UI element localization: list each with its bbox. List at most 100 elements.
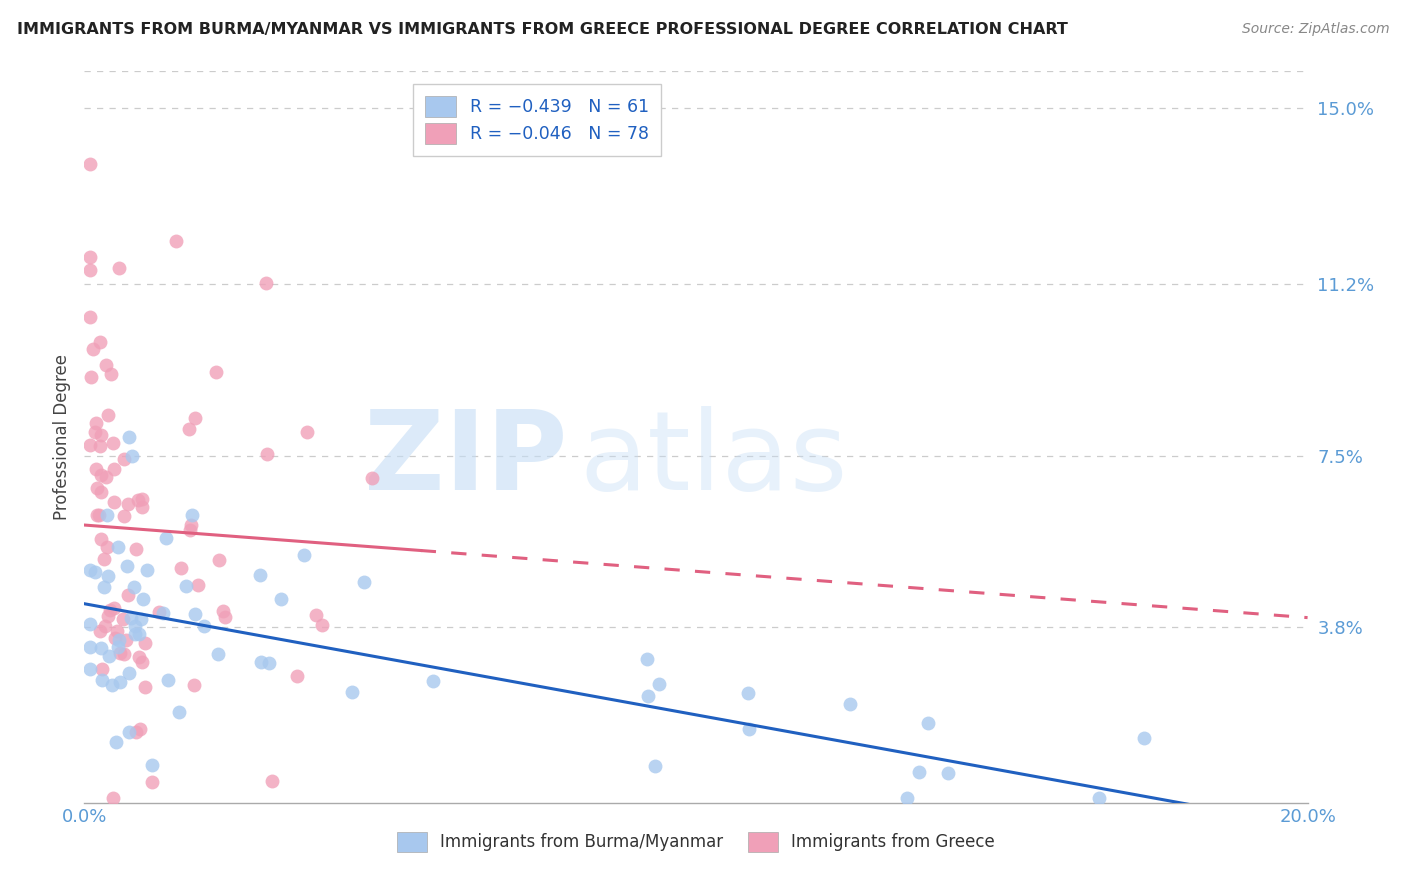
Point [131,500,153,515]
Point [87,508,110,523]
Point [170,561,193,575]
Point [93,619,115,633]
Point [115,632,138,647]
Point [103,601,125,615]
Point [90,467,112,482]
Point [257,657,280,671]
Point [117,498,139,512]
Point [644,759,666,773]
Point [131,655,153,669]
Point [167,705,190,719]
Point [79,250,101,264]
Point [80,370,103,384]
Point [285,669,308,683]
Point [107,632,129,647]
Point [124,619,146,633]
Point [101,435,124,450]
Point [254,276,277,290]
Point [90,532,112,546]
Point [207,647,229,661]
Point [100,367,122,381]
Point [103,495,125,509]
Point [115,558,138,573]
Point [104,631,127,645]
Point [208,552,231,566]
Point [148,605,170,619]
Point [79,640,101,655]
Point [183,678,205,692]
Point [211,604,233,618]
Point [260,774,283,789]
Point [738,722,761,736]
Point [89,439,111,453]
Point [184,410,207,425]
Point [294,548,316,562]
Point [79,157,101,171]
Point [214,610,236,624]
Point [184,607,207,622]
Point [361,471,384,485]
Point [120,611,142,625]
Point [249,655,271,669]
Point [121,449,143,463]
Point [79,563,101,577]
Point [97,569,120,583]
Point [117,665,139,680]
Point [124,627,146,641]
Point [907,765,929,780]
Point [108,674,131,689]
Text: ZIP: ZIP [364,406,568,513]
Point [141,757,163,772]
Point [96,469,118,483]
Point [165,235,187,249]
Point [311,618,333,632]
Point [86,481,108,495]
Text: Source: ZipAtlas.com: Source: ZipAtlas.com [1241,22,1389,37]
Point [84,425,107,440]
Point [105,735,128,749]
Point [917,716,939,731]
Point [174,579,197,593]
Point [108,260,131,275]
Point [1133,731,1156,746]
Point [89,335,111,350]
Point [79,263,101,277]
Point [107,541,129,555]
Point [353,575,375,590]
Point [79,662,101,676]
Point [648,677,671,691]
Point [79,310,101,324]
Point [205,365,228,379]
Point [141,774,163,789]
Point [128,626,150,640]
Point [97,609,120,624]
Point [96,540,118,554]
Point [180,508,202,523]
Point [127,493,149,508]
Point [637,689,659,703]
Point [128,650,150,665]
Point [838,698,860,712]
Point [112,647,135,661]
Point [93,552,115,566]
Point [155,531,177,545]
Point [1088,791,1111,805]
Point [86,508,108,522]
Point [177,422,200,436]
Point [79,617,101,632]
Point [105,624,128,638]
Point [156,673,179,688]
Point [122,580,145,594]
Point [135,563,157,577]
Point [180,517,202,532]
Point [90,428,112,442]
Point [129,612,152,626]
Point [101,791,124,805]
Point [112,451,135,466]
Point [117,588,139,602]
Point [83,565,105,579]
Point [82,342,104,356]
Point [342,684,364,698]
Point [270,591,292,606]
Point [422,674,444,689]
